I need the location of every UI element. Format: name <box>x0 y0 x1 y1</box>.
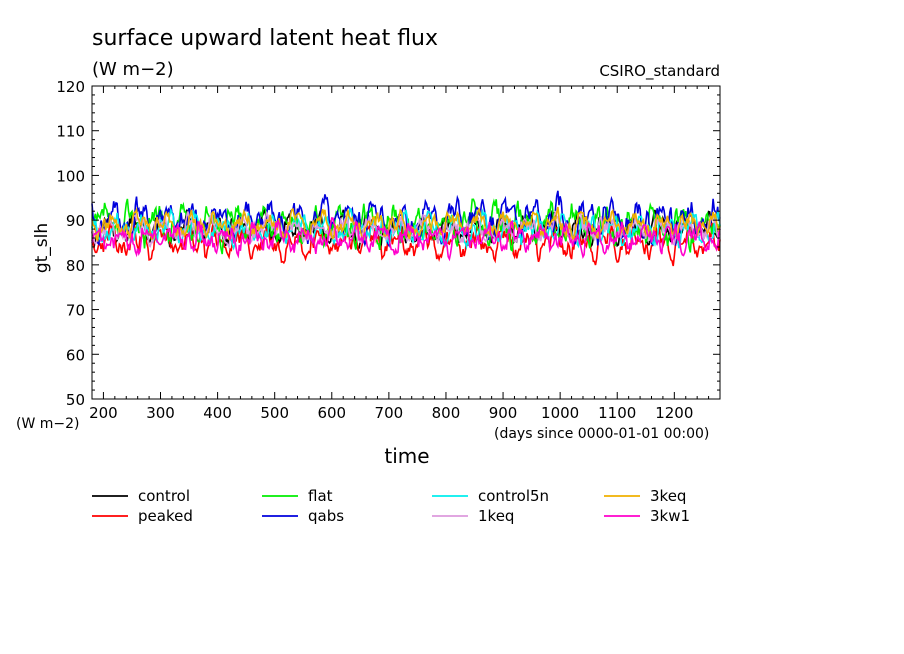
series-line-3kw1 <box>91 217 721 262</box>
legend-label-3kw1: 3kw1 <box>650 507 690 525</box>
y-axis-units: (W m−2) <box>16 416 80 432</box>
y-tick-label: 50 <box>66 391 85 409</box>
y-tick-label: 120 <box>56 78 85 96</box>
y-tick-label: 110 <box>56 123 85 141</box>
x-units-note: (days since 0000-01-01 00:00) <box>494 426 709 442</box>
y-tick-label: 80 <box>66 257 85 275</box>
x-tick-label: 300 <box>146 404 175 422</box>
y-tick-label: 70 <box>66 302 85 320</box>
series-line-peaked <box>91 219 721 267</box>
source-label: CSIRO_standard <box>599 62 720 81</box>
y-tick-label: 90 <box>66 212 85 230</box>
legend: control peaked flat qabs control5n 1keq 3keq 3k… <box>92 487 690 525</box>
y-tick-label: 100 <box>56 167 85 185</box>
legend-label-3keq: 3keq <box>650 487 686 505</box>
legend-label-control: control <box>138 487 190 505</box>
x-tick-label: 500 <box>260 404 289 422</box>
x-tick-label: 600 <box>317 404 346 422</box>
y-tick-label: 60 <box>66 346 85 364</box>
x-tick-label: 1100 <box>598 404 636 422</box>
y-axis-label: gt_slh <box>32 223 52 273</box>
x-axis-label: time <box>384 444 429 468</box>
legend-label-flat: flat <box>308 487 333 505</box>
x-tick-label: 200 <box>89 404 118 422</box>
legend-label-control5n: control5n <box>478 487 549 505</box>
x-tick-label: 1200 <box>655 404 693 422</box>
x-tick-label: 700 <box>375 404 404 422</box>
chart-title: surface upward latent heat flux <box>92 26 438 51</box>
y-tick-labels: 50 60 70 80 90 100 110 120 <box>56 78 85 409</box>
x-tick-labels: 200 300 400 500 600 700 800 900 1000 1100 1200 <box>89 404 693 422</box>
plot-lines <box>91 190 721 267</box>
legend-label-qabs: qabs <box>308 507 344 525</box>
chart-units: (W m−2) <box>92 59 174 80</box>
legend-label-peaked: peaked <box>138 507 193 525</box>
x-tick-label: 1000 <box>541 404 579 422</box>
series-line-control5n <box>91 206 721 251</box>
x-tick-label: 400 <box>203 404 232 422</box>
x-tick-label: 800 <box>432 404 461 422</box>
x-tick-label: 900 <box>489 404 518 422</box>
plot-frame <box>91 85 721 400</box>
legend-label-1keq: 1keq <box>478 507 514 525</box>
